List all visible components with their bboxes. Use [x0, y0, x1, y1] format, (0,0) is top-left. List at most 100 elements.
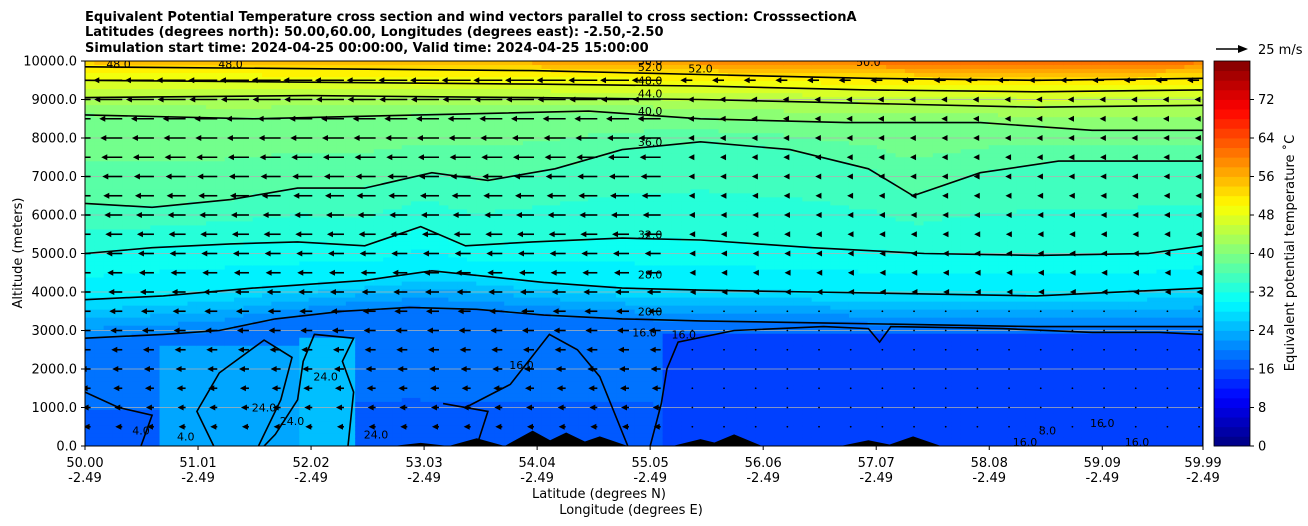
field-cell: [392, 69, 403, 74]
field-cell: [420, 329, 431, 335]
field-cell: [550, 145, 561, 150]
field-cell: [383, 405, 394, 411]
field-cell: [466, 341, 477, 347]
field-cell: [308, 305, 319, 311]
field-cell: [392, 325, 403, 331]
field-cell: [299, 373, 310, 379]
field-cell: [392, 61, 403, 66]
field-cell: [560, 345, 571, 351]
field-cell: [336, 217, 347, 223]
field-cell: [206, 89, 217, 94]
field-cell: [215, 321, 226, 327]
field-cell: [280, 397, 291, 403]
field-cell: [140, 353, 151, 359]
field-cell: [420, 401, 431, 407]
field-cell: [411, 165, 421, 170]
field-cell: [401, 173, 412, 178]
field-cell: [196, 409, 207, 415]
field-cell: [411, 257, 421, 263]
field-cell: [317, 161, 328, 166]
field-cell: [85, 333, 95, 339]
field-cell: [541, 381, 552, 387]
field-cell: [541, 397, 552, 403]
field-cell: [439, 149, 449, 154]
field-cell: [280, 369, 291, 375]
field-cell: [280, 253, 291, 259]
field-cell: [140, 129, 151, 134]
field-cell: [168, 329, 179, 335]
field-cell: [532, 253, 543, 259]
field-cell: [373, 441, 384, 446]
field-cell: [392, 133, 403, 138]
field-cell: [448, 109, 459, 114]
field-cell: [252, 353, 263, 359]
field-cell: [411, 65, 421, 70]
field-cell: [85, 101, 95, 106]
field-cell: [271, 61, 282, 66]
field-cell: [168, 149, 179, 154]
field-cell: [168, 105, 179, 110]
field-cell: [457, 337, 468, 343]
field-cell: [401, 393, 412, 399]
field-cell: [85, 257, 95, 263]
field-cell: [541, 145, 552, 150]
field-cell: [439, 357, 449, 363]
field-cell: [122, 85, 133, 90]
field-cell: [522, 209, 533, 214]
field-cell: [457, 305, 468, 311]
field-cell: [466, 201, 477, 206]
field-cell: [411, 129, 421, 134]
field-cell: [168, 137, 179, 142]
field-cell: [411, 69, 421, 74]
field-cell: [252, 389, 263, 395]
field-cell: [159, 337, 170, 343]
field-cell: [392, 217, 403, 223]
field-cell: [224, 413, 235, 419]
field-cell: [439, 113, 449, 118]
field-cell: [448, 337, 459, 343]
field-cell: [560, 413, 571, 419]
field-cell: [327, 157, 338, 162]
field-cell: [522, 245, 533, 251]
field-cell: [280, 169, 291, 174]
field-cell: [215, 285, 226, 291]
field-cell: [532, 221, 543, 227]
field-cell: [532, 361, 543, 367]
field-cell: [215, 357, 226, 363]
field-cell: [168, 293, 179, 299]
field-cell: [504, 301, 515, 307]
field-cell: [504, 345, 515, 351]
field-cell: [159, 369, 170, 375]
field-cell: [262, 421, 272, 427]
field-cell: [206, 225, 217, 231]
field-cell: [206, 61, 217, 66]
field-cell: [383, 257, 394, 263]
field-cell: [383, 277, 394, 283]
field-cell: [317, 189, 328, 194]
field-cell: [541, 245, 552, 251]
field-cell: [215, 389, 226, 395]
field-cell: [448, 209, 459, 214]
field-cell: [299, 261, 310, 267]
field-cell: [187, 317, 198, 323]
field-cell: [457, 433, 468, 439]
field-cell: [420, 121, 431, 126]
field-cell: [532, 261, 543, 267]
field-cell: [364, 333, 375, 339]
field-cell: [439, 321, 449, 327]
field-cell: [485, 221, 496, 227]
field-cell: [355, 129, 366, 134]
field-cell: [401, 417, 412, 423]
field-cell: [550, 397, 561, 403]
field-cell: [513, 229, 524, 235]
field-cell: [457, 389, 468, 395]
field-cell: [159, 301, 170, 307]
field-cell: [392, 297, 403, 303]
field-cell: [271, 73, 282, 78]
field-cell: [541, 281, 552, 287]
field-cell: [411, 205, 421, 210]
field-cell: [112, 185, 123, 190]
field-cell: [457, 105, 468, 110]
field-cell: [271, 77, 282, 82]
field-cell: [476, 101, 487, 106]
